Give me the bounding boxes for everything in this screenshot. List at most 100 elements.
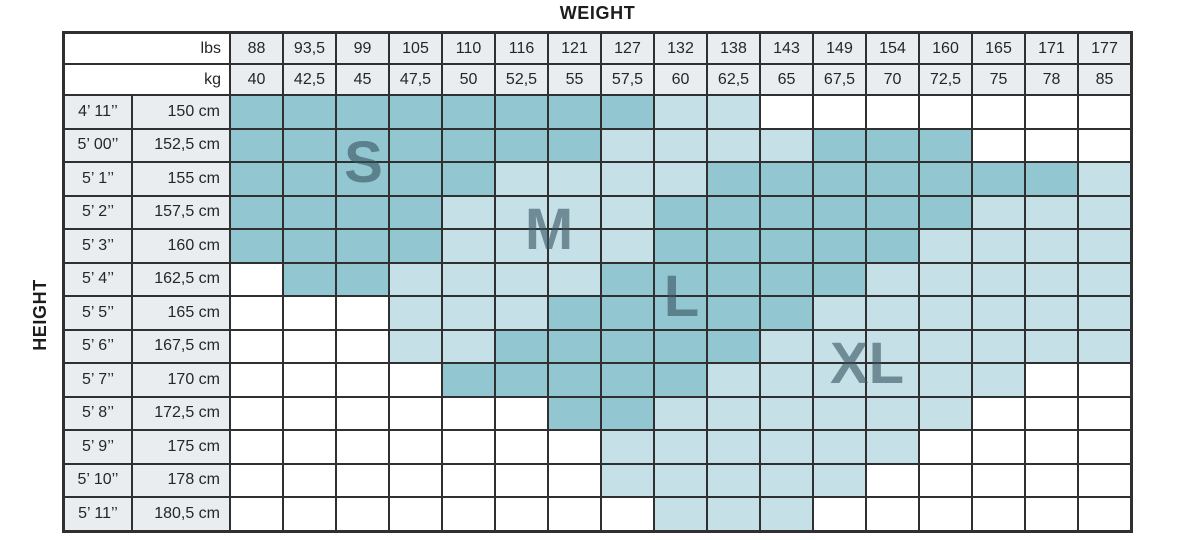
size-grid-cell: [973, 297, 1024, 329]
size-grid-cell: [920, 431, 971, 463]
size-grid-cell: [390, 230, 441, 262]
size-grid-cell: [443, 364, 494, 396]
metric-unit-label: kg: [65, 65, 229, 94]
size-grid-cell: [973, 330, 1024, 362]
size-grid-cell: [973, 196, 1024, 228]
size-grid-cell: [867, 364, 918, 396]
size-grid-cell: [602, 196, 653, 228]
size-grid-cell: [496, 163, 547, 195]
size-grid-cell: [549, 129, 600, 161]
size-grid-cell: [920, 230, 971, 262]
size-grid-cell: [1026, 196, 1077, 228]
size-grid-cell: [1026, 297, 1077, 329]
size-grid-cell: [231, 431, 282, 463]
size-grid-cell: [231, 297, 282, 329]
size-grid-cell: [708, 464, 759, 496]
weight-kg-header-cell: 42,5: [284, 65, 335, 94]
size-grid-cell: [1026, 230, 1077, 262]
height-cm-label-cell: 162,5 cm: [133, 263, 229, 295]
size-grid-cell: [761, 230, 812, 262]
size-grid-cell: [1079, 364, 1130, 396]
size-grid-cell: [602, 263, 653, 295]
size-grid-cell: [549, 397, 600, 429]
size-grid-cell: [973, 464, 1024, 496]
weight-lbs-header-cell: 93,5: [284, 34, 335, 63]
size-grid-cell: [549, 330, 600, 362]
size-grid-cell: [814, 431, 865, 463]
size-grid-cell: [920, 364, 971, 396]
size-grid-cell: [549, 464, 600, 496]
weight-lbs-header-cell: 154: [867, 34, 918, 63]
size-grid-cell: [443, 330, 494, 362]
size-grid-cell: [390, 431, 441, 463]
weight-kg-header-cell: 60: [655, 65, 706, 94]
size-chart-grid: lbs 88 93,5 99 105 110 116 121 127 132 138 143 149 15…: [62, 31, 1133, 533]
size-grid-cell: [337, 464, 388, 496]
weight-kg-header-cell: 45: [337, 65, 388, 94]
weight-lbs-header-cell: 149: [814, 34, 865, 63]
size-grid-cell: [602, 364, 653, 396]
height-cm-label-cell: 165 cm: [133, 297, 229, 329]
size-grid-cell: [337, 230, 388, 262]
size-grid-cell: [284, 364, 335, 396]
size-grid-cell: [920, 163, 971, 195]
size-grid-cell: [920, 129, 971, 161]
size-grid-cell: [1026, 163, 1077, 195]
size-grid-cell: [1026, 498, 1077, 530]
size-grid-cell: [973, 163, 1024, 195]
size-grid-cell: [814, 297, 865, 329]
size-grid-cell: [814, 464, 865, 496]
size-grid-cell: [602, 330, 653, 362]
size-grid-cell: [496, 364, 547, 396]
size-grid-cell: [284, 297, 335, 329]
size-grid-cell: [708, 431, 759, 463]
size-grid-cell: [1026, 330, 1077, 362]
weight-lbs-header-cell: 132: [655, 34, 706, 63]
weight-kg-header-cell: 75: [973, 65, 1024, 94]
weight-lbs-header-cell: 105: [390, 34, 441, 63]
size-grid-cell: [814, 230, 865, 262]
size-grid-cell: [602, 129, 653, 161]
size-grid-cell: [973, 263, 1024, 295]
size-grid-cell: [284, 96, 335, 128]
size-grid-cell: [390, 297, 441, 329]
size-grid-cell: [443, 431, 494, 463]
height-cm-label-cell: 178 cm: [133, 464, 229, 496]
size-grid-cell: [761, 397, 812, 429]
weight-kg-header-cell: 70: [867, 65, 918, 94]
height-ft-label-cell: 5’ 6’’: [65, 330, 131, 362]
size-grid-cell: [708, 163, 759, 195]
size-grid-cell: [231, 364, 282, 396]
size-grid-cell: [708, 498, 759, 530]
size-grid-cell: [973, 431, 1024, 463]
size-grid-cell: [867, 263, 918, 295]
size-grid-cell: [231, 263, 282, 295]
size-grid-cell: [655, 431, 706, 463]
size-grid-cell: [655, 129, 706, 161]
weight-lbs-header-cell: 116: [496, 34, 547, 63]
size-grid-cell: [973, 397, 1024, 429]
weight-lbs-header-cell: 143: [761, 34, 812, 63]
size-grid-cell: [390, 397, 441, 429]
size-grid-cell: [814, 498, 865, 530]
size-grid-cell: [920, 297, 971, 329]
size-grid-cell: [549, 297, 600, 329]
size-grid-cell: [337, 431, 388, 463]
size-grid-cell: [761, 297, 812, 329]
size-grid-cell: [337, 263, 388, 295]
size-grid-cell: [867, 330, 918, 362]
height-ft-label-cell: 5’ 00’’: [65, 129, 131, 161]
size-grid-cell: [231, 330, 282, 362]
size-grid-cell: [496, 397, 547, 429]
size-grid-cell: [443, 464, 494, 496]
size-grid-cell: [655, 464, 706, 496]
size-grid-cell: [496, 498, 547, 530]
size-grid-cell: [1079, 498, 1130, 530]
size-grid-cell: [1026, 397, 1077, 429]
size-grid-cell: [920, 464, 971, 496]
size-grid-cell: [602, 230, 653, 262]
weight-kg-header-cell: 55: [549, 65, 600, 94]
imperial-unit-label: lbs: [65, 34, 229, 63]
size-grid-cell: [337, 364, 388, 396]
size-grid-cell: [867, 431, 918, 463]
